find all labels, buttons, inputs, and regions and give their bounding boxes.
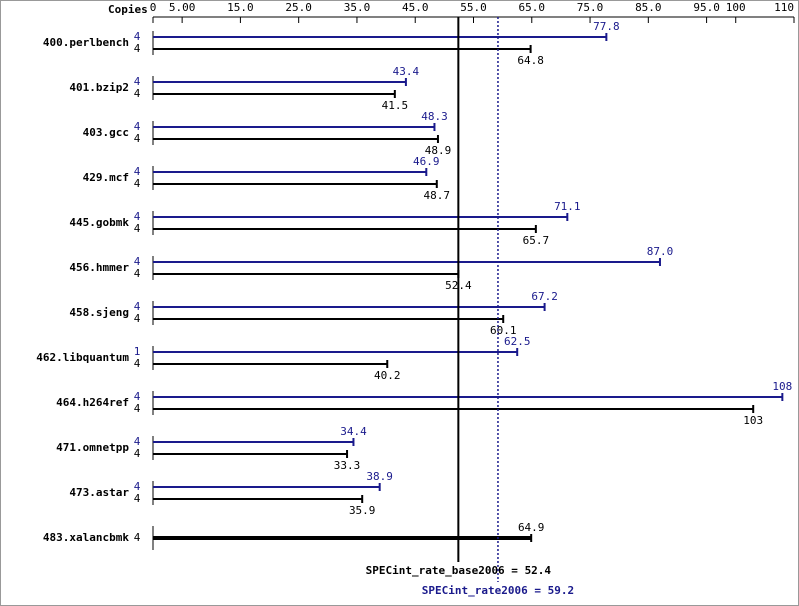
benchmark-label: 403.gcc: [83, 126, 129, 139]
value-label: 48.7: [424, 189, 451, 202]
value-label: 34.4: [340, 425, 367, 438]
value-label: 103: [743, 414, 763, 427]
copies-label: 4: [134, 42, 141, 55]
x-tick-label: 45.0: [402, 1, 429, 14]
copies-label: 4: [134, 300, 141, 313]
copies-label: 4: [134, 402, 141, 415]
copies-label: 4: [134, 177, 141, 190]
value-label: 77.8: [593, 20, 620, 33]
value-label: 87.0: [647, 245, 674, 258]
value-label: 48.3: [421, 110, 448, 123]
copies-label: 4: [134, 120, 141, 133]
benchmark-label: 471.omnetpp: [56, 441, 129, 454]
value-label: 48.9: [425, 144, 452, 157]
copies-label: 4: [134, 30, 141, 43]
value-label: 40.2: [374, 369, 401, 382]
x-tick-label: 110: [774, 1, 794, 14]
reference-label: SPECint_rate2006 = 59.2: [422, 584, 574, 597]
x-tick-label: 65.0: [519, 1, 546, 14]
value-label: 46.9: [413, 155, 440, 168]
x-tick-label: 25.0: [285, 1, 312, 14]
value-label: 71.1: [554, 200, 581, 213]
value-label: 64.9: [518, 521, 545, 534]
benchmark-label: 429.mcf: [83, 171, 129, 184]
value-label: 108: [772, 380, 792, 393]
x-tick-label: 95.0: [693, 1, 720, 14]
reference-name: SPECint_rate_base2006 =: [366, 564, 519, 577]
benchmark-label: 445.gobmk: [69, 216, 129, 229]
x-tick-label: 55.0: [460, 1, 487, 14]
copies-header: Copies: [108, 3, 148, 16]
benchmark-label: 458.sjeng: [69, 306, 129, 319]
copies-label: 4: [134, 435, 141, 448]
reference-value: 52.4: [525, 564, 552, 577]
value-label: 60.1: [490, 324, 517, 337]
value-label: 38.9: [366, 470, 393, 483]
copies-label: 4: [134, 210, 141, 223]
x-tick-label: 15.0: [227, 1, 254, 14]
copies-label: 4: [134, 492, 141, 505]
benchmark-label: 456.hmmer: [69, 261, 129, 274]
copies-label: 4: [134, 357, 141, 370]
reference-name: SPECint_rate2006 =: [422, 584, 542, 597]
benchmark-label: 464.h264ref: [56, 396, 129, 409]
copies-label: 4: [134, 480, 141, 493]
benchmark-label: 483.xalancbmk: [43, 531, 129, 544]
x-tick-label: 100: [726, 1, 746, 14]
value-label: 65.7: [523, 234, 550, 247]
reference-label: SPECint_rate_base2006 = 52.4: [366, 564, 552, 577]
benchmark-label: 462.libquantum: [36, 351, 129, 364]
copies-label: 4: [134, 312, 141, 325]
value-label: 62.5: [504, 335, 531, 348]
value-label: 43.4: [393, 65, 420, 78]
value-label: 67.2: [531, 290, 558, 303]
copies-label: 4: [134, 531, 141, 544]
copies-label: 4: [134, 222, 141, 235]
copies-label: 4: [134, 87, 141, 100]
x-tick-label: 0: [150, 1, 157, 14]
value-label: 64.8: [517, 54, 544, 67]
copies-label: 4: [134, 267, 141, 280]
copies-label: 4: [134, 165, 141, 178]
value-label: 33.3: [334, 459, 361, 472]
copies-label: 1: [134, 345, 141, 358]
copies-label: 4: [134, 75, 141, 88]
copies-label: 4: [134, 132, 141, 145]
value-label: 41.5: [382, 99, 409, 112]
benchmark-label: 401.bzip2: [69, 81, 129, 94]
x-tick-label: 75.0: [577, 1, 604, 14]
benchmark-label: 473.astar: [69, 486, 129, 499]
copies-label: 4: [134, 447, 141, 460]
benchmark-label: 400.perlbench: [43, 36, 129, 49]
x-tick-label: 85.0: [635, 1, 662, 14]
copies-label: 4: [134, 255, 141, 268]
reference-value: 59.2: [548, 584, 575, 597]
value-label: 35.9: [349, 504, 376, 517]
copies-label: 4: [134, 390, 141, 403]
x-tick-label: 5.00: [169, 1, 196, 14]
x-tick-label: 35.0: [344, 1, 371, 14]
